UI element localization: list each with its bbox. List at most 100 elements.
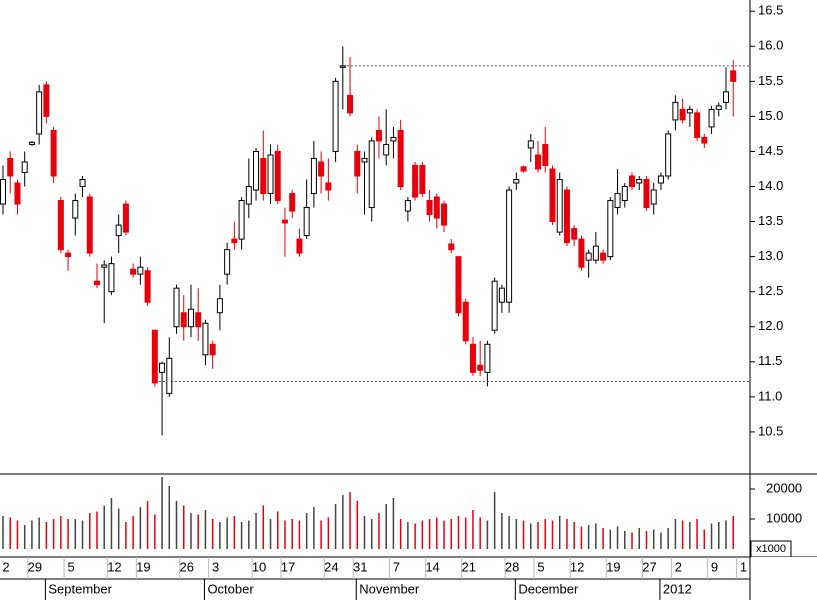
volume-bar	[219, 522, 221, 549]
candle-body	[50, 129, 57, 177]
candle-body	[296, 238, 303, 254]
volume-bar	[725, 520, 727, 549]
volume-bar	[718, 522, 720, 549]
volume-bar	[493, 492, 496, 549]
volume-bar	[378, 513, 380, 549]
volume-bar	[421, 520, 424, 549]
axis-mask	[751, 557, 817, 600]
y-tick-label: 14.0	[758, 178, 783, 193]
candle-body	[166, 357, 173, 394]
volume-bar	[457, 516, 460, 549]
candle-body	[549, 168, 556, 223]
y-tick-label: 12.5	[758, 283, 783, 298]
candle-body	[397, 129, 404, 188]
volume-bar	[211, 519, 214, 549]
volume-bar	[595, 523, 597, 549]
candle-body	[318, 161, 325, 177]
candle-body	[462, 301, 469, 342]
candle-body	[491, 280, 498, 331]
volume-bar	[609, 529, 612, 549]
month-label: November	[359, 581, 420, 596]
volume-bar	[23, 525, 26, 549]
candle-body	[36, 91, 43, 135]
candle-body	[556, 179, 563, 233]
candle-body	[101, 264, 108, 268]
y-tick-label: 12.0	[758, 318, 783, 333]
volume-bar	[298, 520, 301, 549]
volume-bar	[667, 528, 669, 549]
candle-body	[144, 270, 151, 303]
candle-body	[137, 266, 144, 275]
x-tick-label: 5	[537, 559, 544, 574]
volume-bar	[2, 516, 4, 549]
volume-bar	[342, 495, 344, 549]
candle-body	[542, 143, 549, 166]
volume-bar	[472, 510, 474, 549]
candle-body	[0, 179, 6, 205]
volume-bar	[284, 520, 286, 549]
y-tick-label: 16.0	[758, 38, 783, 53]
x-tick-label: 1	[740, 559, 747, 574]
candle-body	[238, 200, 245, 240]
candle-body	[202, 322, 209, 356]
volume-bar	[60, 516, 62, 549]
volume-bar	[327, 517, 330, 549]
volume-bar	[89, 513, 91, 549]
volume-bar	[45, 522, 48, 549]
y-tick-label: 16.5	[758, 3, 783, 18]
x-tick-label: 2	[2, 559, 9, 574]
volume-bar	[154, 514, 156, 549]
candle-body	[477, 364, 484, 371]
volume-bar	[573, 522, 575, 549]
candle-body	[686, 108, 693, 114]
x-tick-label: 19	[136, 559, 150, 574]
candle-body	[578, 238, 585, 268]
x-tick-label: 9	[711, 559, 718, 574]
candle-body	[694, 112, 701, 138]
x-tick-label: 10	[252, 559, 266, 574]
volume-bar	[269, 519, 272, 549]
candle-body	[122, 203, 129, 233]
y-tick-label: 10.5	[758, 423, 783, 438]
month-label: October	[207, 581, 254, 596]
candle-body	[173, 287, 180, 328]
volume-bar	[638, 528, 640, 549]
candle-body	[21, 161, 28, 173]
volume-bar	[139, 507, 142, 549]
candle-body	[289, 193, 296, 212]
volume-bar	[190, 513, 192, 549]
volume-bar	[31, 520, 33, 549]
volume-bar	[103, 505, 105, 549]
x-tick-label: 14	[425, 559, 439, 574]
candle-body	[65, 252, 72, 258]
candle-body	[592, 245, 599, 261]
volume-bar	[681, 520, 684, 549]
y-tick-label: 15.0	[758, 108, 783, 123]
x-tick-label: 7	[393, 559, 400, 574]
candle-body	[151, 329, 158, 384]
candle-body	[187, 308, 194, 328]
candle-body	[448, 243, 455, 251]
volume-bar	[305, 513, 308, 549]
volume-bar	[81, 520, 84, 549]
candle-body	[28, 141, 35, 145]
x-tick-label: 12	[570, 559, 584, 574]
candle-body	[621, 186, 628, 202]
volume-bar	[558, 516, 561, 549]
candle-body	[527, 140, 534, 149]
volume-bar	[508, 516, 510, 549]
volume-bar	[197, 514, 199, 549]
candle-body	[571, 228, 578, 240]
x-tick-label: 5	[67, 559, 74, 574]
volume-bar	[262, 505, 265, 549]
candle-body	[433, 196, 440, 219]
candle-body	[368, 140, 375, 209]
volume-bar	[146, 501, 149, 549]
volume-bar	[168, 486, 171, 549]
candle-body	[325, 182, 332, 191]
volume-bar	[132, 516, 134, 549]
candle-body	[57, 200, 64, 251]
volume-bar	[537, 522, 539, 549]
candle-body	[108, 263, 115, 293]
